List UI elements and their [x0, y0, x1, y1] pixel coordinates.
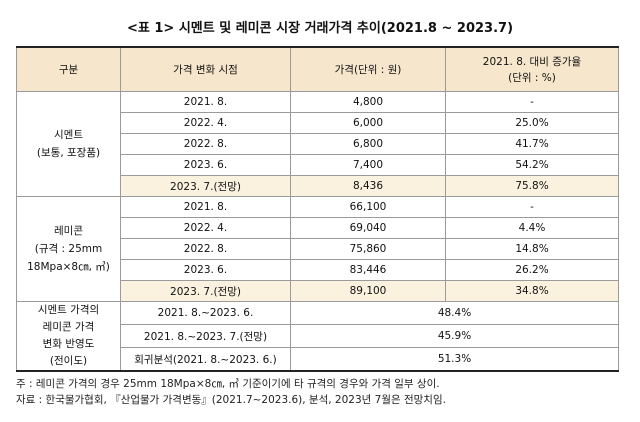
table-row: 회귀분석(2021. 8.~2023. 6.) 51.3% [17, 347, 619, 372]
value-cell: 51.3% [290, 347, 619, 372]
period-cell: 회귀분석(2021. 8.~2023. 6.) [120, 347, 291, 372]
table-row: 2021. 8.~2023. 7.(전망) 45.9% [17, 324, 619, 348]
table-title: <표 1> 시멘트 및 레미콘 시장 거래가격 추이(2021.8 ~ 2023… [126, 21, 514, 36]
footnote-source: 자료 : 한국물가협회, 『산업물가 가격변동』(2021.7~2023.6),… [16, 394, 446, 406]
date-cell: 2022. 4. [120, 112, 291, 134]
header-rate-line2: (단위 : %) [508, 71, 556, 84]
pass-label-line3: 변화 반영도 [42, 338, 95, 350]
rate-cell: 54.2% [445, 154, 619, 176]
rate-cell: 14.8% [445, 238, 619, 260]
period-cell: 2021. 8.~2023. 6. [120, 301, 291, 325]
price-cell: 8,436 [290, 175, 446, 197]
price-cell: 6,800 [290, 133, 446, 155]
date-cell: 2023. 7.(전망) [120, 280, 291, 302]
price-cell: 75,860 [290, 238, 446, 260]
header-rate-line1: 2021. 8. 대비 증가율 [482, 55, 582, 68]
price-cell: 66,100 [290, 196, 446, 218]
pass-through-group-label: 시멘트 가격의 레미콘 가격 변화 반영도 (전이도) [16, 301, 121, 372]
pass-label-line1: 시멘트 가격의 [37, 304, 100, 316]
table-row: 2022. 8. 75,860 14.8% [17, 238, 619, 260]
price-trend-table: 구분 가격 변화 시점 가격(단위 : 원) 2021. 8. 대비 증가율 (… [16, 46, 619, 372]
table-row-forecast: 2023. 7.(전망) 89,100 34.8% [17, 280, 619, 302]
header-price: 가격(단위 : 원) [290, 46, 446, 92]
date-cell: 2022. 4. [120, 217, 291, 239]
table-row: 시멘트 가격의 레미콘 가격 변화 반영도 (전이도) 2021. 8.~202… [16, 301, 619, 372]
header-date: 가격 변화 시점 [120, 46, 291, 92]
table-row: 2023. 6. 83,446 26.2% [17, 259, 619, 281]
date-cell: 2023. 6. [120, 259, 291, 281]
cement-label-line2: (보통, 포장품) [36, 147, 101, 159]
rate-cell: - [445, 91, 619, 113]
period-cell: 2021. 8.~2023. 7.(전망) [120, 324, 291, 348]
value-cell: 45.9% [290, 324, 619, 348]
date-cell: 2022. 8. [120, 238, 291, 260]
rate-cell: 26.2% [445, 259, 619, 281]
cement-group-label: 시멘트 (보통, 포장품) [16, 91, 121, 197]
table-row: 2022. 4. 69,040 4.4% [17, 217, 619, 239]
remicon-group-label: 레미콘 (규격 : 25mm 18Mpa×8㎝, ㎥) [16, 196, 121, 302]
price-cell: 89,100 [290, 280, 446, 302]
pass-label-line4: (전이도) [49, 355, 88, 367]
date-cell: 2021. 8. [120, 196, 291, 218]
rate-cell: 25.0% [445, 112, 619, 134]
price-cell: 4,800 [290, 91, 446, 113]
table-row-forecast: 2023. 7.(전망) 8,436 75.8% [17, 175, 619, 197]
rate-cell: 41.7% [445, 133, 619, 155]
date-cell: 2023. 7.(전망) [120, 175, 291, 197]
date-cell: 2021. 8. [120, 91, 291, 113]
pass-label-line2: 레미콘 가격 [42, 321, 95, 333]
header-row: 구분 가격 변화 시점 가격(단위 : 원) 2021. 8. 대비 증가율 (… [16, 46, 619, 92]
table-row: 시멘트 (보통, 포장품) 2021. 8. 4,800 - [16, 91, 619, 197]
header-rate: 2021. 8. 대비 증가율 (단위 : %) [445, 46, 619, 92]
price-cell: 83,446 [290, 259, 446, 281]
price-cell: 6,000 [290, 112, 446, 134]
header-category: 구분 [16, 46, 121, 92]
footnotes: 주 : 레미콘 가격의 경우 25mm 18Mpa×8㎝, ㎥ 기준이기에 타 … [16, 376, 446, 408]
date-cell: 2023. 6. [120, 154, 291, 176]
value-cell: 48.4% [290, 301, 619, 325]
price-cell: 7,400 [290, 154, 446, 176]
table-row: 레미콘 (규격 : 25mm 18Mpa×8㎝, ㎥) 2021. 8. 66,… [16, 196, 619, 302]
rate-cell: 75.8% [445, 175, 619, 197]
rate-cell: 4.4% [445, 217, 619, 239]
table-row: 2022. 8. 6,800 41.7% [17, 133, 619, 155]
remicon-label-line2: (규격 : 25mm [34, 243, 103, 255]
footnote-note: 주 : 레미콘 가격의 경우 25mm 18Mpa×8㎝, ㎥ 기준이기에 타 … [16, 378, 440, 390]
rate-cell: 34.8% [445, 280, 619, 302]
rate-cell: - [445, 196, 619, 218]
remicon-label-line3: 18Mpa×8㎝, ㎥) [27, 261, 110, 273]
date-cell: 2022. 8. [120, 133, 291, 155]
remicon-label-line1: 레미콘 [54, 225, 83, 237]
cement-label-line1: 시멘트 [54, 129, 83, 141]
price-cell: 69,040 [290, 217, 446, 239]
